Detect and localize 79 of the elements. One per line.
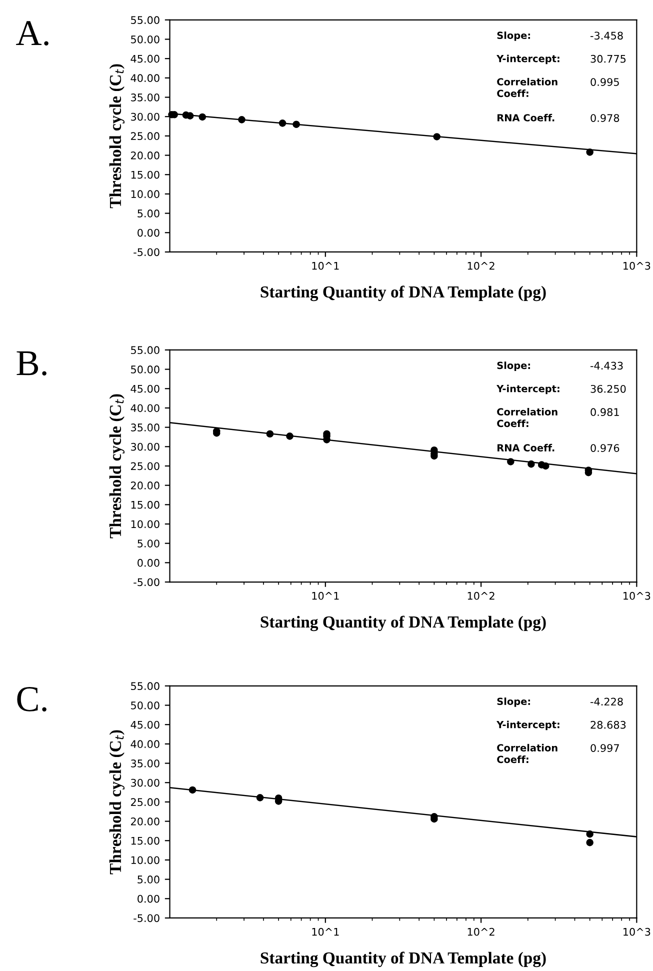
x-axis-title: Starting Quantity of DNA Template (pg) — [260, 616, 546, 632]
y-tick-label: 25.00 — [131, 132, 160, 140]
annotation: Correlation Coeff: — [497, 744, 558, 764]
annotation: Slope: — [497, 32, 530, 41]
x-tick-label: 10^2 — [468, 262, 494, 270]
y-tick-label: 40.00 — [130, 740, 160, 748]
y-tick-label: 20.00 — [131, 482, 160, 490]
annotation: Y-intercept: — [496, 720, 560, 730]
x-tick-label: 10^2 — [468, 928, 494, 936]
x-tick-label: 10^1 — [312, 262, 339, 270]
annotation: RNA Coeff. — [498, 444, 554, 452]
y-tick-label: 15.00 — [131, 170, 160, 179]
chart-title: A. — [16, 21, 48, 46]
y-tick-label: 55.00 — [131, 682, 160, 690]
y-tick-label: 15.00 — [131, 836, 160, 845]
y-axis-title: Threshold cycle (C$_{t}$) — [109, 730, 125, 874]
x-tick-label: 10^3 — [624, 262, 650, 270]
annotation: Slope: — [497, 362, 530, 371]
annotation: 0.976 — [590, 444, 620, 452]
y-tick-label: 10.00 — [131, 520, 160, 528]
annotation: 0.997 — [590, 744, 619, 752]
x-tick-label: 10^3 — [624, 928, 650, 936]
y-tick-label: 45.00 — [130, 720, 160, 729]
annotation: Correlation Coeff: — [497, 408, 558, 428]
y-axis-title: Threshold cycle (C$_{t}$) — [109, 64, 125, 208]
y-tick-label: 40.00 — [130, 74, 160, 82]
chart-title: B. — [16, 351, 46, 376]
y-tick-label: -5.00 — [134, 578, 160, 586]
annotation: RNA Coeff. — [498, 114, 554, 122]
x-tick-label: 10^2 — [468, 592, 494, 600]
annotation: Correlation Coeff: — [497, 78, 558, 98]
x-tick-label: 10^3 — [624, 592, 650, 600]
y-tick-label: 10.00 — [131, 856, 160, 864]
y-tick-label: 5.00 — [138, 210, 160, 218]
x-tick-label: 10^1 — [312, 928, 339, 936]
annotation: 28.683 — [590, 720, 626, 729]
y-tick-label: -5.00 — [134, 914, 160, 922]
y-axis-title: Threshold cycle (C$_{t}$) — [109, 394, 125, 538]
annotation: 36.250 — [590, 384, 626, 393]
annotation: Y-intercept: — [496, 54, 560, 64]
y-tick-label: 25.00 — [131, 798, 160, 806]
y-tick-label: 30.00 — [131, 442, 160, 451]
annotation: 30.775 — [590, 54, 626, 63]
y-tick-label: 45.00 — [130, 54, 160, 63]
y-tick-label: 50.00 — [131, 35, 160, 44]
y-tick-label: 50.00 — [131, 701, 160, 710]
annotation: 0.981 — [590, 408, 619, 416]
y-tick-label: 20.00 — [131, 818, 160, 826]
annotation: Y-intercept: — [496, 384, 560, 394]
y-tick-label: 5.00 — [138, 876, 160, 884]
y-tick-label: 55.00 — [131, 16, 160, 24]
x-axis-title: Starting Quantity of DNA Template (pg) — [260, 952, 546, 968]
y-tick-label: 30.00 — [131, 112, 160, 121]
chart-title: C. — [17, 687, 46, 712]
x-tick-label: 10^1 — [312, 592, 339, 600]
y-tick-label: 35.00 — [131, 93, 160, 102]
y-tick-label: 15.00 — [131, 500, 160, 509]
annotation: 0.978 — [590, 114, 620, 122]
annotation: 0.995 — [590, 78, 619, 86]
y-tick-label: 0.00 — [138, 558, 160, 567]
y-tick-label: 10.00 — [131, 190, 160, 198]
y-tick-label: 35.00 — [131, 759, 160, 768]
y-tick-label: 30.00 — [131, 778, 160, 787]
y-tick-label: 0.00 — [138, 228, 160, 237]
y-tick-label: 50.00 — [131, 366, 160, 374]
y-tick-label: 40.00 — [130, 404, 160, 412]
y-tick-label: 45.00 — [130, 384, 160, 393]
y-tick-label: 0.00 — [138, 894, 160, 903]
x-axis-title: Starting Quantity of DNA Template (pg) — [260, 286, 546, 302]
annotation: -4.433 — [590, 362, 623, 370]
y-tick-label: 5.00 — [138, 540, 160, 548]
annotation: -4.228 — [590, 698, 623, 706]
y-tick-label: 35.00 — [131, 424, 160, 432]
annotation: Slope: — [497, 698, 530, 707]
y-tick-label: 20.00 — [131, 152, 160, 160]
y-tick-label: 55.00 — [131, 346, 160, 354]
y-tick-label: -5.00 — [134, 248, 160, 256]
y-tick-label: 25.00 — [131, 462, 160, 470]
annotation: -3.458 — [590, 32, 623, 40]
